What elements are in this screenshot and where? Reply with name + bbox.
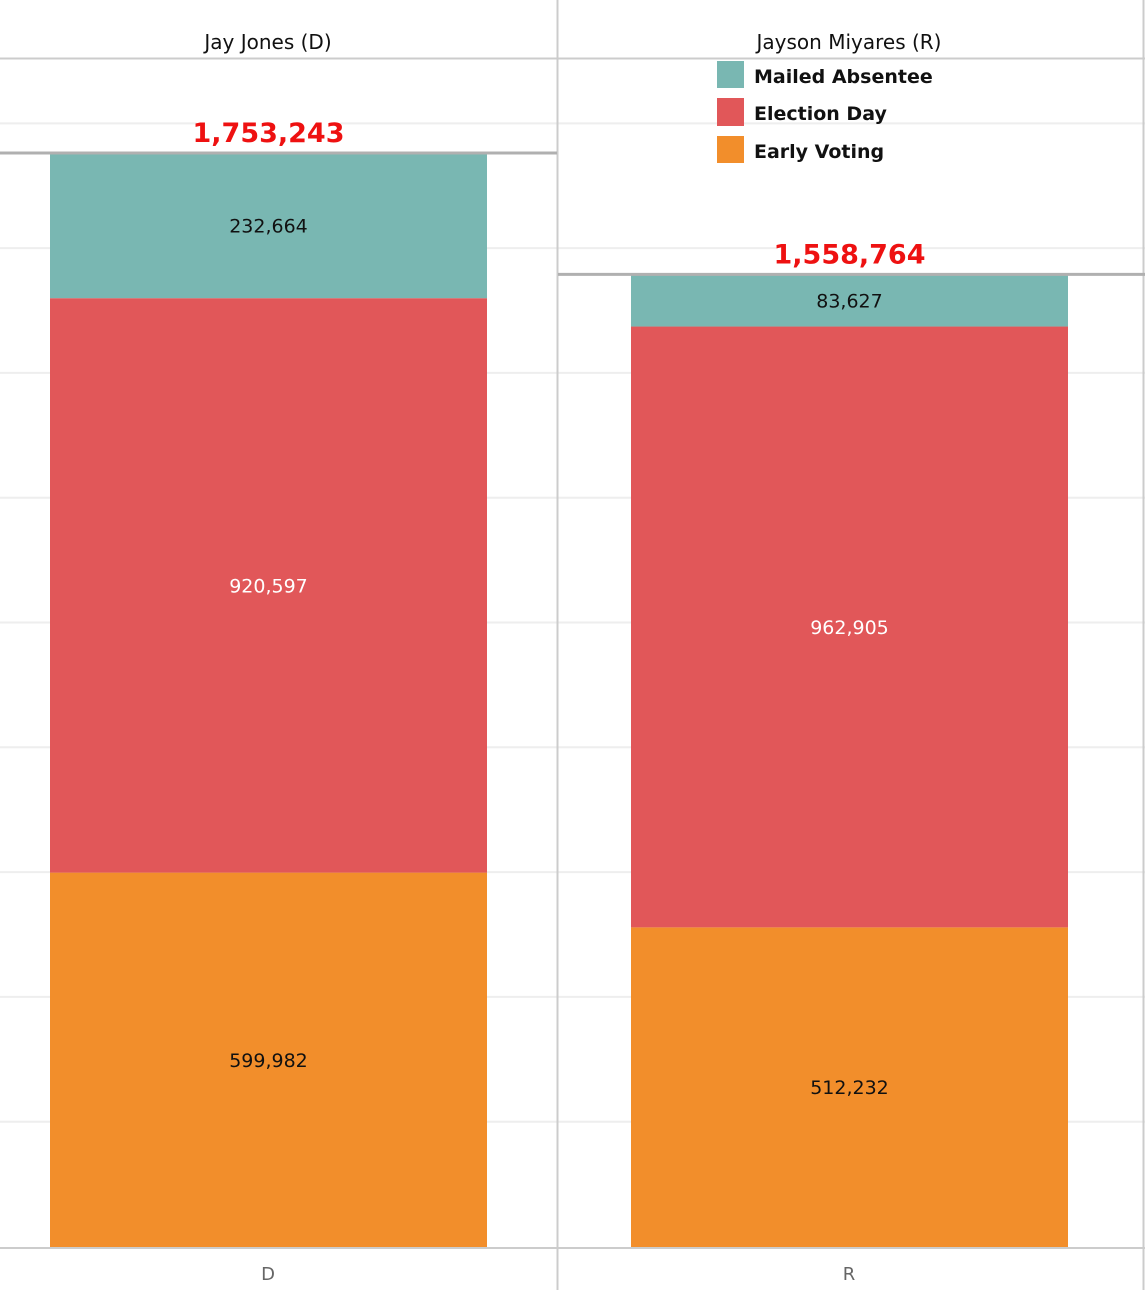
- total-label-background: [777, 238, 922, 273]
- legend-label-election-day: Election Day: [754, 103, 887, 125]
- bar-segment-election-day-d: [50, 298, 487, 873]
- x-tick-r: R: [843, 1264, 856, 1285]
- segment-value-label: 962,905: [810, 617, 889, 639]
- total-label-d: 1,753,243: [192, 118, 344, 149]
- legend-swatch-mailed-absentee: [717, 61, 744, 88]
- x-tick-d: D: [261, 1264, 275, 1285]
- legend-swatch-early-voting: [717, 136, 744, 163]
- legend-label-early-voting: Early Voting: [754, 141, 884, 163]
- total-label-r: 1,558,764: [773, 239, 925, 270]
- bar-segment-early-voting-d: [50, 872, 487, 1247]
- panel-header-r: Jayson Miyares (R): [755, 30, 942, 54]
- segment-labels: 599,982 920,597 232,664 512,232 962,905 83,62…: [229, 216, 889, 1100]
- total-label-background: [196, 117, 341, 151]
- segment-value-label: 512,232: [810, 1077, 889, 1099]
- bar-segment-election-day-r: [631, 326, 1068, 928]
- bar-segment-mailed-absentee-d: [50, 153, 487, 299]
- bar-segment-early-voting-r: [631, 927, 1068, 1247]
- segment-value-label: 599,982: [229, 1050, 308, 1072]
- segment-value-label: 83,627: [816, 290, 882, 312]
- bar-segment-mailed-absentee-r: [631, 274, 1068, 327]
- bars: [0, 151, 1145, 1247]
- panel-header-d: Jay Jones (D): [202, 30, 331, 54]
- segment-value-label: 232,664: [229, 216, 308, 238]
- total-labels: 1,753,243 1,558,764: [192, 117, 926, 273]
- legend-label-mailed-absentee: Mailed Absentee: [754, 66, 933, 88]
- legend-swatch-election-day: [717, 98, 744, 126]
- segment-value-label: 920,597: [229, 575, 308, 597]
- legend: Mailed Absentee Election Day Early Votin…: [717, 61, 933, 163]
